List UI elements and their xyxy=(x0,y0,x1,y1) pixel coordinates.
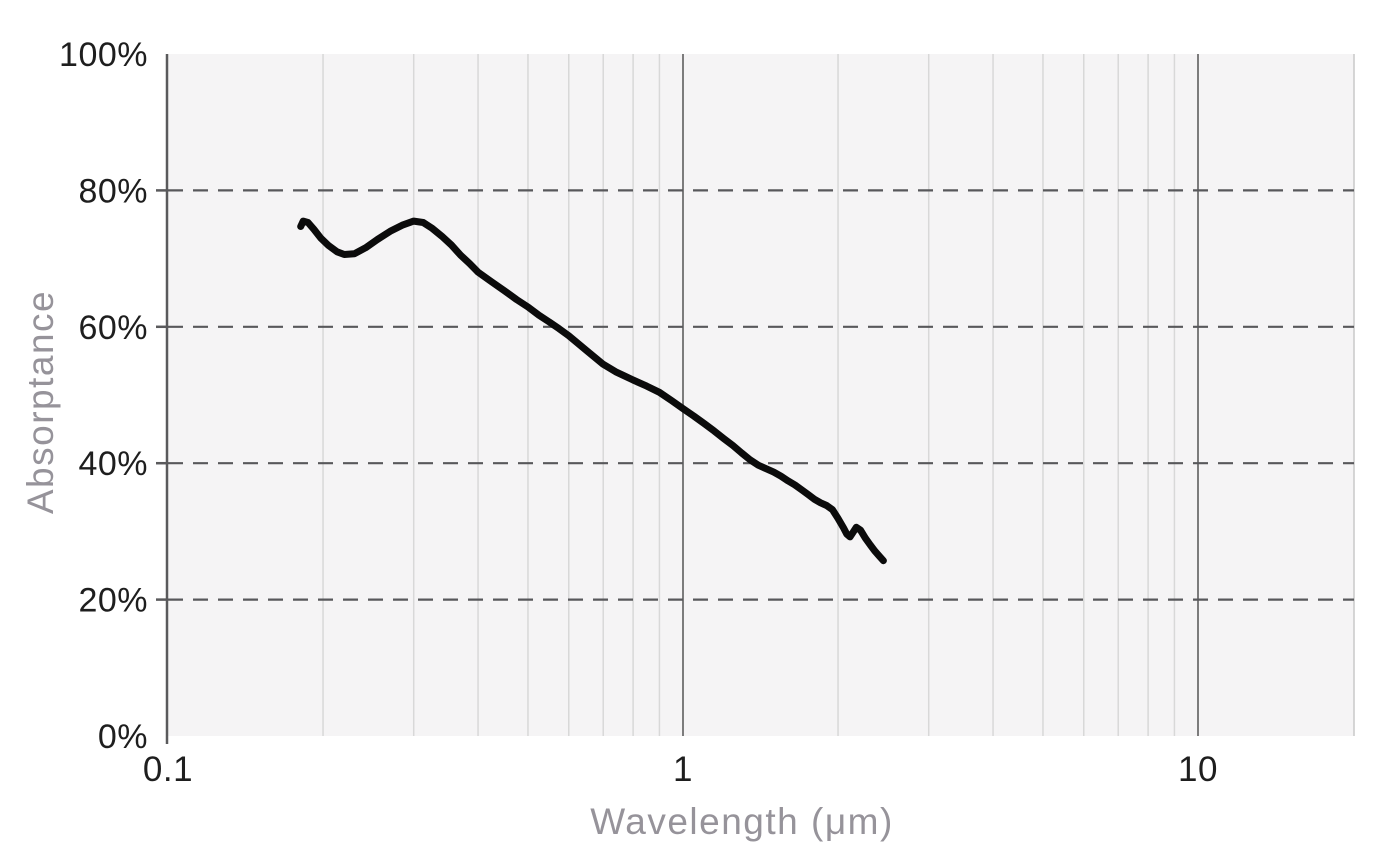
y-tick-label: 100% xyxy=(59,36,148,74)
x-tick-label: 10 xyxy=(1178,750,1218,789)
x-axis-title: Wavelength (μm) xyxy=(590,801,894,842)
y-tick-label: 60% xyxy=(78,309,148,347)
y-tick-label: 80% xyxy=(78,172,148,210)
y-axis-title: Absorptance xyxy=(20,289,61,515)
y-tick-label: 20% xyxy=(78,582,148,620)
plot-background xyxy=(168,54,1354,736)
absorptance-curve xyxy=(297,217,887,565)
y-tick-label: 40% xyxy=(78,445,148,483)
x-tick-label: 0.1 xyxy=(143,750,193,789)
y-tick-label: 0% xyxy=(98,718,148,756)
x-tick-label: 1 xyxy=(673,750,693,789)
